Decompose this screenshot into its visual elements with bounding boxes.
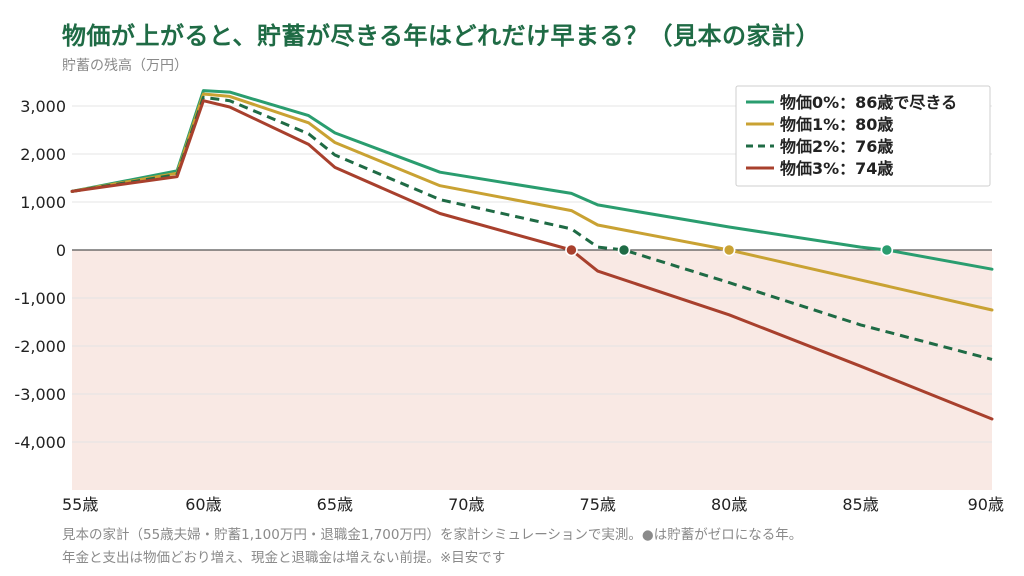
y-tick-label: 1,000 xyxy=(20,193,66,212)
line-chart: 3,000 2,000 1,000 0 -1,000 -2,000 -3,000 -4,000… xyxy=(14,85,1004,514)
legend-label-3: 物価3%：74歳 xyxy=(780,159,893,178)
legend-box xyxy=(735,85,991,187)
series-line-1 xyxy=(70,92,994,312)
series-line-3 xyxy=(70,99,994,421)
legend-label-0: 物価0%：86歳で尽きる xyxy=(780,93,957,112)
legend-label-2: 物価2%：76歳 xyxy=(780,137,893,156)
depletion-marker-0 xyxy=(880,243,894,257)
y-tick-label: -4,000 xyxy=(14,433,66,452)
footnote-line-1: 見本の家計（55歳夫婦・貯蓄1,100万円・退職金1,700万円）を家計シミュレ… xyxy=(62,527,803,543)
depletion-marker-3 xyxy=(565,243,578,257)
x-tick-label: 90歳 xyxy=(968,495,1004,514)
y-axis-unit-label: 貯蓄の残高（万円） xyxy=(62,58,188,74)
x-tick-label: 85歳 xyxy=(842,495,878,514)
y-tick-label: 3,000 xyxy=(20,97,66,116)
x-tick-label: 75歳 xyxy=(580,495,616,514)
y-tick-label: 2,000 xyxy=(20,145,66,164)
legend-label-1: 物価1%：80歳 xyxy=(780,115,893,134)
x-tick-label: 55歳 xyxy=(62,495,98,514)
y-tick-label: -3,000 xyxy=(14,385,66,404)
negative-region xyxy=(72,250,992,490)
series-line-0 xyxy=(70,89,994,271)
depletion-marker-2 xyxy=(617,243,631,257)
y-tick-label: -1,000 xyxy=(14,289,66,308)
footnote-line-2: 年金と支出は物価どおり増え、現金と退職金は増えない前提。※目安です xyxy=(62,550,506,566)
y-tick-label: 0 xyxy=(56,241,66,260)
x-tick-label: 80歳 xyxy=(711,495,747,514)
x-tick-label: 70歳 xyxy=(448,495,484,514)
series-line-2 xyxy=(71,95,993,361)
y-tick-label: -2,000 xyxy=(14,337,66,356)
chart-title: 物価が上がると、貯蓄が尽きる年はどれだけ早まる？（見本の家計） xyxy=(62,22,821,50)
depletion-marker-1 xyxy=(722,243,736,257)
x-tick-label: 65歳 xyxy=(317,495,353,514)
x-tick-label: 60歳 xyxy=(185,495,221,514)
